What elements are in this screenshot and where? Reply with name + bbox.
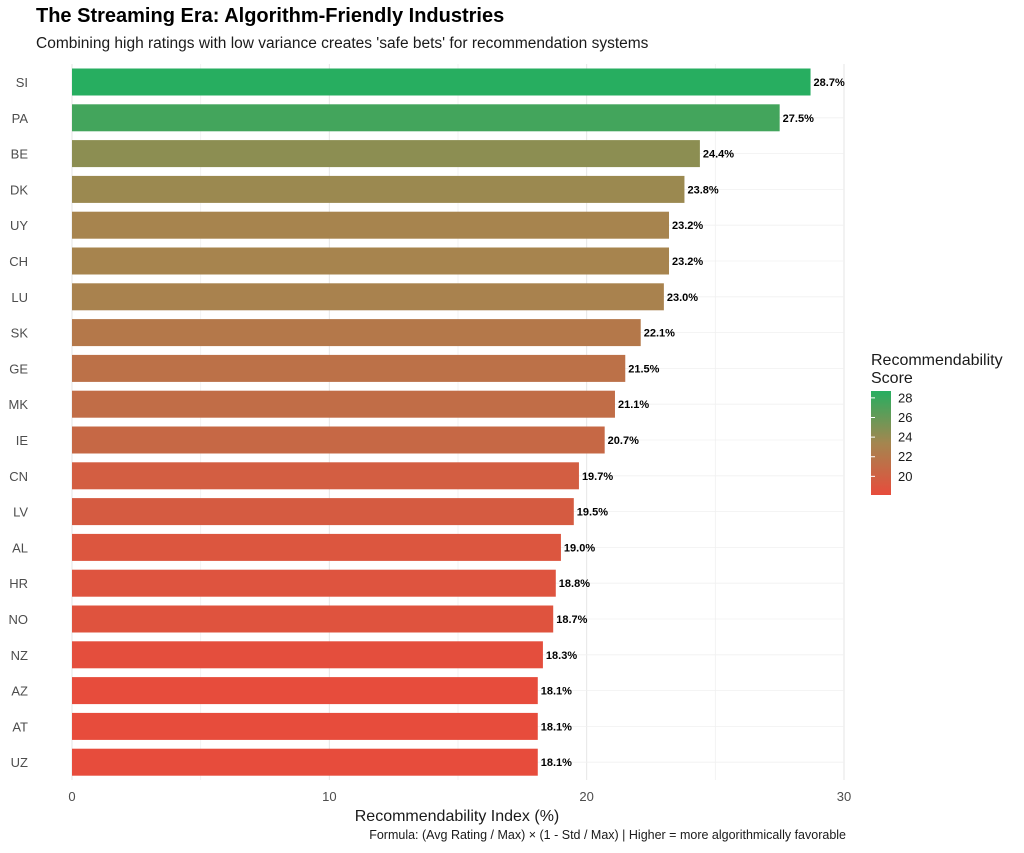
legend-ticks: 28 26 24 22 20 <box>871 390 912 484</box>
bar-PA <box>72 104 780 132</box>
y-tick-label-PA: PA <box>12 111 29 126</box>
legend-tick-label-20: 20 <box>898 469 912 484</box>
bar-SI <box>72 68 811 96</box>
y-tick-label-BE: BE <box>11 147 29 162</box>
bar-value-label-HR: 18.8% <box>559 578 590 590</box>
bar-CN <box>72 462 579 490</box>
chart-subtitle: Combining high ratings with low variance… <box>36 35 649 52</box>
bar-value-label-IE: 20.7% <box>608 435 639 447</box>
bar-value-label-AL: 19.0% <box>564 542 595 554</box>
bar-UZ <box>72 748 538 776</box>
bar-NO <box>72 605 554 633</box>
legend-tick-label-24: 24 <box>898 430 912 445</box>
legend: Recommendability Score 28 26 24 22 20 <box>871 352 1003 495</box>
y-tick-label-AT: AT <box>12 719 28 734</box>
bar-value-label-BE: 24.4% <box>703 149 734 161</box>
bar-GE <box>72 354 626 382</box>
bar-value-label-NO: 18.7% <box>556 614 587 626</box>
x-axis-label: Recommendability Index (%) <box>355 808 560 825</box>
y-tick-label-IE: IE <box>16 433 29 448</box>
y-tick-label-MK: MK <box>9 397 29 412</box>
y-tick-label-AZ: AZ <box>11 684 28 699</box>
y-axis-ticks: SI PA BE DK UY CH LU SK GE MK IE CN LV AL HR NO NZ AZ AT UZ <box>9 75 29 770</box>
legend-tick-label-26: 26 <box>898 410 912 425</box>
labels-layer: 28.7% 27.5% 24.4% 23.8% 23.2% 23.2% 23.0% 22.1%… <box>541 77 845 769</box>
y-tick-label-LU: LU <box>11 290 28 305</box>
y-tick-label-UY: UY <box>10 218 28 233</box>
bar-SK <box>72 319 641 347</box>
legend-title-line2: Score <box>871 370 913 387</box>
bar-DK <box>72 175 685 203</box>
x-axis-ticks: 0 10 20 30 <box>68 789 851 804</box>
x-tick-label-30: 30 <box>837 789 851 804</box>
bars-layer <box>72 68 811 776</box>
bar-HR <box>72 569 556 597</box>
chart-caption: Formula: (Avg Rating / Max) × (1 - Std /… <box>369 828 846 842</box>
x-tick-label-10: 10 <box>322 789 336 804</box>
grid-layer <box>71 64 845 780</box>
chart-title: The Streaming Era: Algorithm-Friendly In… <box>36 5 505 27</box>
bar-value-label-AZ: 18.1% <box>541 686 572 698</box>
y-tick-label-HR: HR <box>9 576 28 591</box>
bar-value-label-PA: 27.5% <box>783 113 814 125</box>
bar-value-label-MK: 21.1% <box>618 399 649 411</box>
y-tick-label-GE: GE <box>9 361 28 376</box>
bar-value-label-UY: 23.2% <box>672 220 703 232</box>
bar-value-label-CH: 23.2% <box>672 256 703 268</box>
bar-value-label-DK: 23.8% <box>687 184 718 196</box>
y-tick-label-SI: SI <box>16 75 28 90</box>
bar-value-label-CN: 19.7% <box>582 471 613 483</box>
bar-value-label-LU: 23.0% <box>667 292 698 304</box>
bar-value-label-SK: 22.1% <box>644 328 675 340</box>
x-tick-label-0: 0 <box>68 789 75 804</box>
bar-NZ <box>72 641 543 669</box>
bar-MK <box>72 390 615 418</box>
bar-AL <box>72 533 561 561</box>
y-tick-label-UZ: UZ <box>11 755 28 770</box>
bar-IE <box>72 426 605 454</box>
legend-tick-label-28: 28 <box>898 390 912 405</box>
y-tick-label-NZ: NZ <box>11 648 28 663</box>
bar-value-label-NZ: 18.3% <box>546 650 577 662</box>
legend-tick-label-22: 22 <box>898 449 912 464</box>
y-tick-label-AL: AL <box>12 540 28 555</box>
y-tick-label-SK: SK <box>11 326 29 341</box>
bar-value-label-AT: 18.1% <box>541 721 572 733</box>
y-tick-label-DK: DK <box>10 182 28 197</box>
y-tick-label-CN: CN <box>9 469 28 484</box>
bar-LU <box>72 283 664 311</box>
bar-value-label-LV: 19.5% <box>577 507 608 519</box>
bar-UY <box>72 211 670 239</box>
legend-title-line1: Recommendability <box>871 352 1003 369</box>
bar-CH <box>72 247 670 275</box>
x-tick-label-20: 20 <box>579 789 593 804</box>
bar-AZ <box>72 677 538 705</box>
y-tick-label-LV: LV <box>13 505 28 520</box>
legend-colorbar <box>871 391 891 495</box>
bar-AT <box>72 712 538 740</box>
y-tick-label-CH: CH <box>9 254 28 269</box>
bar-BE <box>72 140 700 168</box>
bar-value-label-SI: 28.7% <box>814 77 845 89</box>
bar-value-label-GE: 21.5% <box>628 363 659 375</box>
y-tick-label-NO: NO <box>9 612 29 627</box>
bar-value-label-UZ: 18.1% <box>541 757 572 769</box>
bar-LV <box>72 498 574 526</box>
